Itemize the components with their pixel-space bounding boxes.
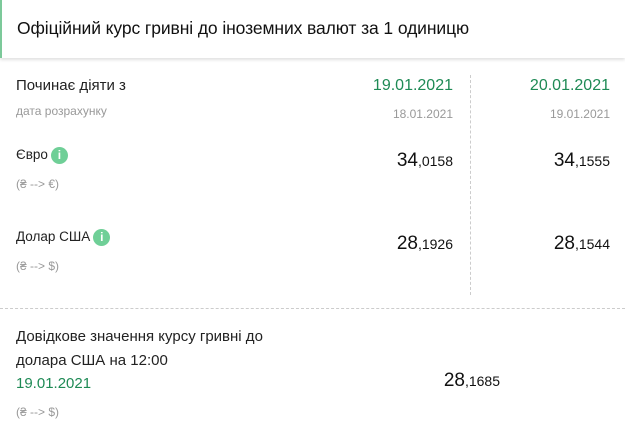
calc-date-col-2: 19.01.2021 (549, 107, 610, 121)
currency-direction: (₴ --> $) (16, 259, 60, 273)
rate-value: 34,0158 (396, 150, 453, 171)
info-icon[interactable]: i (93, 229, 111, 246)
rate-value: 28,1544 (553, 233, 610, 254)
rate-value: 34,1555 (553, 150, 610, 171)
section-divider (0, 308, 625, 309)
calc-date-col-1: 18.01.2021 (392, 107, 453, 121)
header: Офіційний курс гривні до іноземних валют… (0, 0, 625, 58)
reference-label-line2: долара США на 12:00 (16, 352, 168, 369)
date-col-2: 20.01.2021 (529, 77, 610, 94)
reference-direction: (₴ --> $) (16, 405, 60, 419)
column-divider (470, 75, 471, 295)
starts-label: Починає діяти з (16, 77, 126, 94)
reference-value: 28,1685 (443, 370, 500, 391)
info-icon[interactable]: i (50, 147, 68, 164)
currency-usd: Долар США i (16, 229, 111, 246)
date-col-1: 19.01.2021 (372, 77, 453, 94)
currency-name: Долар США (16, 229, 91, 245)
currency-direction: (₴ --> €) (16, 177, 60, 191)
page-title: Офіційний курс гривні до іноземних валют… (17, 18, 470, 38)
currency-name: Євро (16, 147, 48, 163)
calc-date-label: дата розрахунку (16, 104, 107, 118)
currency-euro: Євро i (16, 147, 68, 164)
reference-date: 19.01.2021 (16, 375, 92, 392)
rate-value: 28,1926 (396, 233, 453, 254)
reference-label-line1: Довідкове значення курсу гривні до (16, 328, 263, 345)
